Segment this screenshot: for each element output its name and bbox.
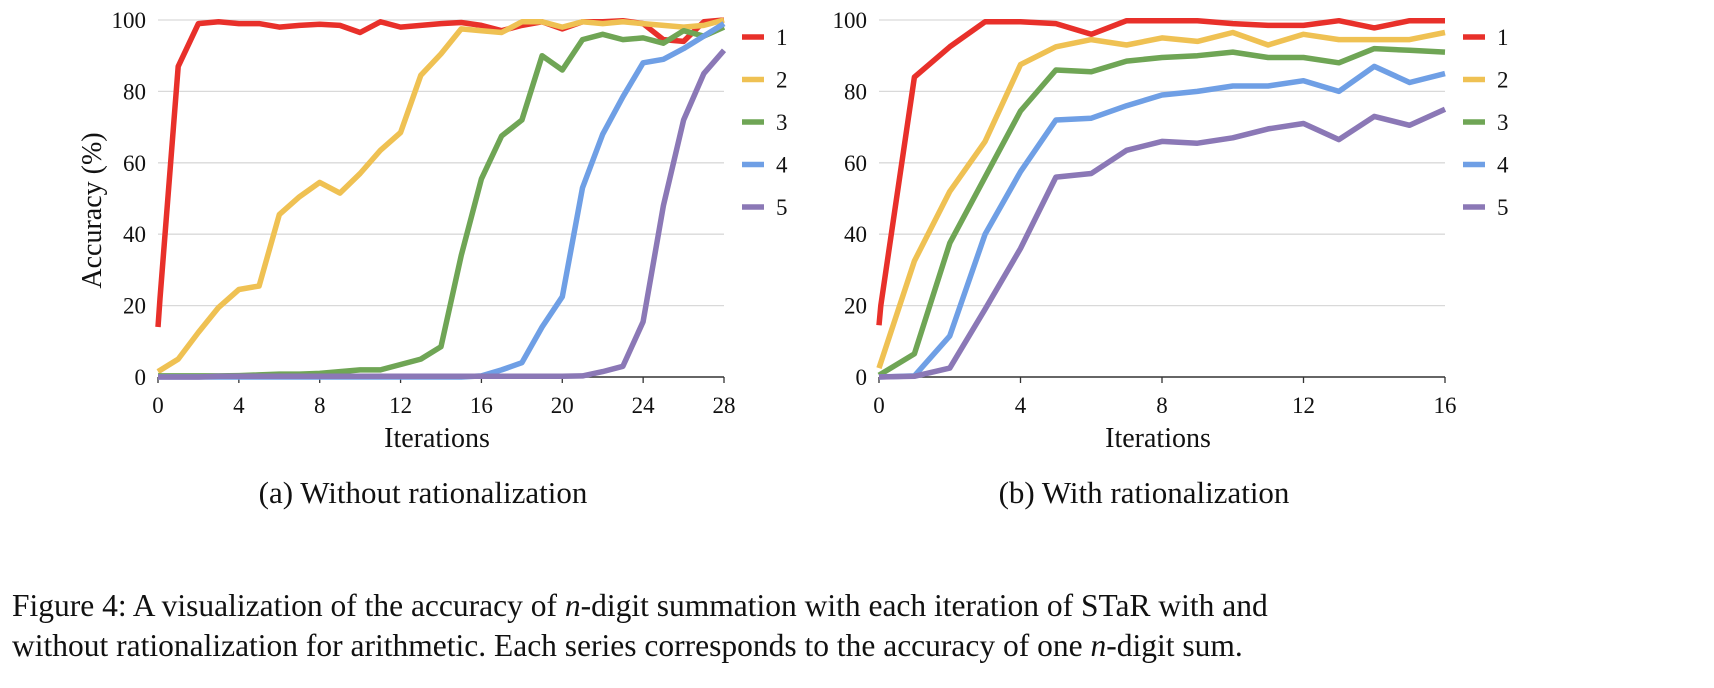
b-x-tick-label: 8 bbox=[1156, 393, 1168, 418]
a-x-tick-label: 28 bbox=[713, 393, 736, 418]
a-x-tick-label: 0 bbox=[152, 393, 164, 418]
a-x-tick-label: 24 bbox=[632, 393, 656, 418]
figure-caption: Figure 4: A visualization of the accurac… bbox=[12, 586, 1712, 666]
b-x-tick-label: 16 bbox=[1434, 393, 1457, 418]
caption-line-1-math: n bbox=[564, 588, 581, 623]
b-x-tick-label: 4 bbox=[1015, 393, 1027, 418]
b-y-tick-label: 80 bbox=[844, 79, 867, 104]
a-series-line-5 bbox=[158, 48, 727, 380]
a-legend-label-2: 2 bbox=[776, 68, 788, 93]
b-series-line-4 bbox=[878, 63, 1446, 380]
b-x-tick-label: 0 bbox=[873, 393, 885, 418]
b-series-line-5 bbox=[878, 106, 1447, 380]
caption-line-1-text-a: Figure 4: A visualization of the accurac… bbox=[12, 588, 565, 623]
a-x-tick-label: 4 bbox=[233, 393, 245, 418]
a-x-tick-label: 20 bbox=[551, 393, 574, 418]
a-y-axis-title: Accuracy (%) bbox=[77, 132, 108, 288]
a-legend-label-4: 4 bbox=[776, 153, 788, 178]
caption-line-2-text-a: without rationalization for arithmetic. … bbox=[12, 628, 1091, 663]
b-y-tick-label: 20 bbox=[844, 294, 867, 319]
b-y-tick-label: 40 bbox=[844, 222, 867, 247]
a-y-tick-label: 40 bbox=[123, 222, 146, 247]
b-y-tick-label: 60 bbox=[844, 151, 867, 176]
b-legend-label-5: 5 bbox=[1497, 195, 1509, 220]
a-series-line-3 bbox=[158, 24, 726, 379]
a-y-tick-label: 80 bbox=[123, 79, 146, 104]
caption-line-2-math: n bbox=[1090, 628, 1107, 663]
b-x-tick-label: 12 bbox=[1292, 393, 1315, 418]
a-legend-label-1: 1 bbox=[776, 25, 788, 50]
b-legend-label-4: 4 bbox=[1497, 153, 1509, 178]
b-y-tick-label: 0 bbox=[856, 365, 868, 390]
a-x-tick-label: 12 bbox=[389, 393, 412, 418]
b-legend-label-2: 2 bbox=[1497, 68, 1509, 93]
a-y-tick-label: 100 bbox=[112, 8, 147, 33]
a-series-line-2 bbox=[156, 17, 725, 374]
a-y-tick-label: 0 bbox=[135, 365, 147, 390]
b-legend-label-3: 3 bbox=[1497, 110, 1509, 135]
b-x-axis-title: Iterations bbox=[1105, 423, 1211, 454]
a-x-tick-label: 16 bbox=[470, 393, 493, 418]
b-y-tick-label: 100 bbox=[833, 8, 868, 33]
caption-line-2: without rationalization for arithmetic. … bbox=[12, 626, 1712, 666]
b-legend-label-1: 1 bbox=[1497, 25, 1509, 50]
b-series-line-3 bbox=[877, 45, 1446, 378]
a-legend-label-5: 5 bbox=[776, 195, 788, 220]
b-subplot-caption: (b) With rationalization bbox=[999, 475, 1290, 510]
b-series-line-2 bbox=[876, 29, 1446, 369]
a-legend-label-3: 3 bbox=[776, 110, 788, 135]
a-x-axis-title: Iterations bbox=[384, 423, 490, 454]
b-series-line-1 bbox=[876, 17, 1445, 326]
a-y-tick-label: 20 bbox=[123, 294, 146, 319]
caption-line-2-text-b: -digit sum. bbox=[1106, 628, 1243, 663]
a-x-tick-label: 8 bbox=[314, 393, 326, 418]
caption-line-1-text-b: -digit summation with each iteration of … bbox=[580, 588, 1268, 623]
caption-line-1: Figure 4: A visualization of the accurac… bbox=[12, 586, 1712, 626]
a-y-tick-label: 60 bbox=[123, 151, 146, 176]
a-subplot-caption: (a) Without rationalization bbox=[259, 475, 588, 510]
